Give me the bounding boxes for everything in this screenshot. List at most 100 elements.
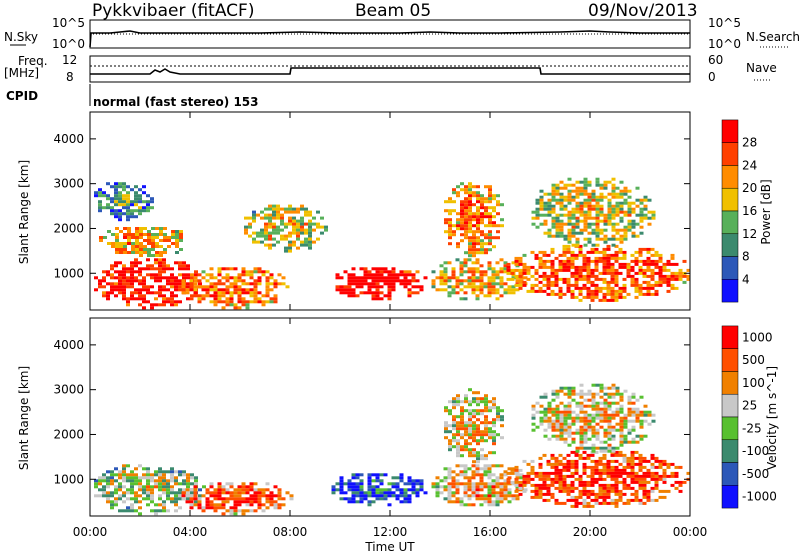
- velocity-cell: [359, 488, 364, 492]
- power-cell: [171, 230, 175, 233]
- velocity-cell: [619, 440, 624, 444]
- power-cell: [249, 291, 254, 295]
- velocity-cell: [611, 428, 616, 432]
- velocity-cell: [467, 467, 472, 471]
- velocity-cell: [598, 495, 603, 499]
- velocity-cell: [542, 453, 547, 457]
- velocity-cell: [638, 483, 643, 487]
- velocity-cell: [670, 483, 675, 487]
- power-cell: [559, 213, 564, 217]
- power-cell: [276, 207, 280, 211]
- velocity-cell: [472, 430, 476, 434]
- velocity-cell: [249, 503, 254, 507]
- velocity-cell: [594, 477, 599, 481]
- power-cell: [479, 285, 484, 289]
- power-cell: [615, 207, 620, 211]
- velocity-ytick-label: 1000: [53, 472, 84, 486]
- power-cell: [142, 297, 146, 301]
- power-cell: [193, 276, 198, 280]
- velocity-cell: [650, 456, 655, 460]
- velocity-cell: [351, 482, 356, 486]
- velocity-cell: [379, 491, 384, 495]
- velocity-cell: [170, 500, 174, 504]
- power-cell: [551, 204, 556, 208]
- velocity-cell: [606, 495, 611, 499]
- velocity-cell: [383, 494, 388, 498]
- power-cell: [233, 306, 238, 310]
- power-cell: [371, 297, 376, 301]
- velocity-cell: [492, 400, 496, 404]
- velocity-cell: [610, 486, 615, 490]
- velocity-cell: [495, 497, 500, 501]
- power-cell: [587, 207, 592, 211]
- power-cell: [583, 198, 588, 202]
- velocity-cell: [491, 494, 496, 498]
- velocity-cell: [500, 418, 504, 422]
- power-cell: [586, 274, 591, 278]
- velocity-cell: [607, 431, 612, 435]
- power-cell: [171, 233, 175, 236]
- velocity-cell: [558, 480, 563, 484]
- velocity-cell: [555, 422, 560, 426]
- velocity-colorbar-segment: [721, 462, 739, 486]
- velocity-cell: [531, 422, 536, 426]
- power-cell: [122, 276, 126, 280]
- power-cell: [534, 289, 539, 293]
- velocity-cell: [538, 489, 543, 493]
- velocity-cell: [221, 491, 226, 495]
- velocity-cell: [611, 449, 616, 453]
- velocity-cell: [591, 383, 596, 387]
- velocity-cell: [142, 488, 146, 492]
- power-cell: [139, 227, 143, 230]
- velocity-cell: [367, 500, 372, 504]
- velocity-cell: [201, 509, 206, 513]
- power-cell: [583, 210, 588, 214]
- velocity-cell: [190, 476, 194, 480]
- velocity-cell: [546, 474, 551, 478]
- velocity-cell: [142, 473, 146, 477]
- power-cell: [567, 216, 572, 220]
- power-cell: [619, 195, 624, 199]
- power-cell: [134, 258, 138, 262]
- power-cell: [483, 282, 488, 286]
- power-cell: [598, 286, 603, 290]
- power-cell: [178, 300, 182, 304]
- velocity-cell: [403, 488, 408, 492]
- power-cell: [607, 192, 612, 196]
- power-cell: [316, 210, 320, 214]
- velocity-cell: [654, 486, 659, 490]
- power-cell: [583, 177, 588, 181]
- velocity-cell: [534, 483, 539, 487]
- velocity-cell: [472, 409, 476, 413]
- velocity-cell: [563, 407, 568, 411]
- power-cell: [464, 209, 468, 213]
- velocity-cell: [607, 422, 612, 426]
- power-cell: [391, 282, 396, 286]
- power-cell: [484, 197, 488, 201]
- power-cell: [102, 270, 106, 274]
- power-cell: [143, 248, 147, 251]
- power-cell: [174, 285, 178, 289]
- velocity-cell: [463, 488, 468, 492]
- velocity-cell: [543, 410, 548, 414]
- velocity-cell: [638, 462, 643, 466]
- power-cell: [415, 291, 420, 295]
- power-cell: [217, 294, 222, 298]
- velocity-cell: [451, 476, 456, 480]
- power-cell: [387, 273, 392, 277]
- power-cell: [622, 250, 627, 254]
- power-cell: [594, 250, 599, 254]
- power-cell: [284, 210, 288, 214]
- velocity-cell: [658, 489, 663, 493]
- power-cell: [484, 236, 488, 240]
- velocity-cell: [515, 494, 520, 498]
- velocity-cell: [546, 459, 551, 463]
- power-cell: [586, 289, 591, 293]
- velocity-cell: [495, 491, 500, 495]
- power-cell: [475, 285, 480, 289]
- power-cell: [288, 234, 292, 238]
- velocity-cell: [237, 485, 242, 489]
- power-cell: [147, 254, 151, 257]
- velocity-cell: [205, 491, 210, 495]
- velocity-cell: [554, 486, 559, 490]
